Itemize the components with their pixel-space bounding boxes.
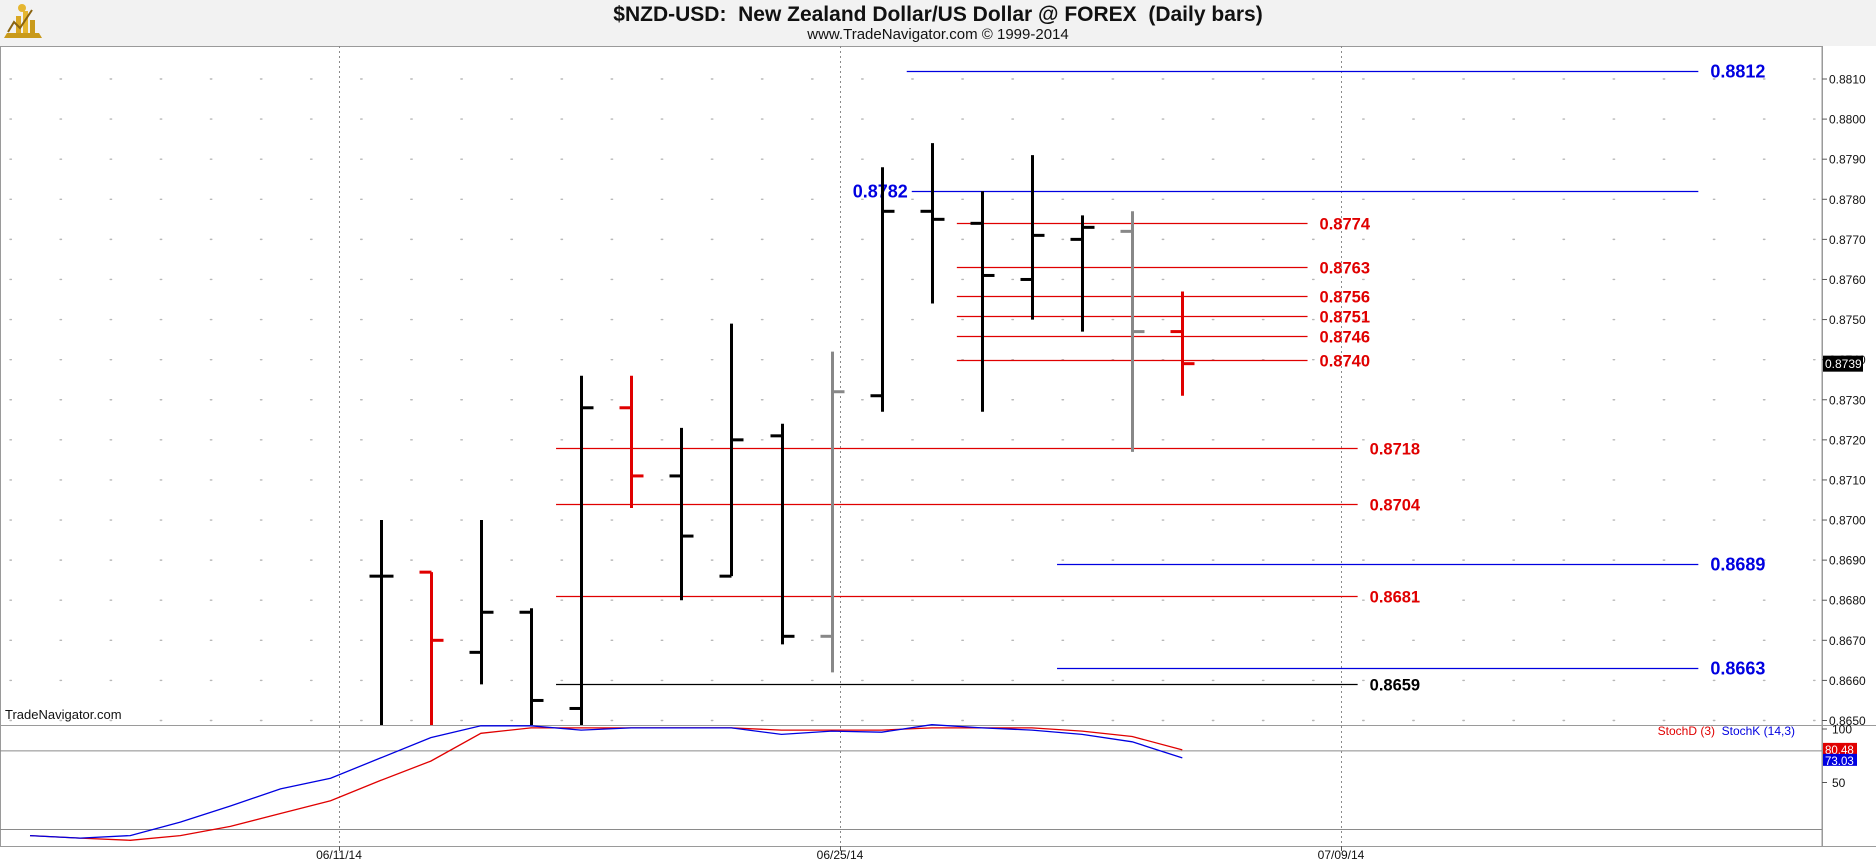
level-label: 0.8740 — [1320, 353, 1370, 371]
plot-frame — [0, 46, 1823, 847]
stoch-series-line — [29, 727, 1183, 841]
y-tick-label: 0.8790 — [1829, 153, 1866, 167]
chart-subtitle: www.TradeNavigator.com © 1999-2014 — [807, 26, 1069, 43]
last-price-box — [1823, 355, 1863, 372]
y-tick-label: 0.8650 — [1829, 714, 1866, 728]
level-label: 0.8689 — [1710, 555, 1765, 575]
stochk-value-box — [1823, 753, 1857, 766]
y-tick-label: 0.8780 — [1829, 193, 1866, 207]
y-tick-label: 0.8670 — [1829, 634, 1866, 648]
y-tick-label: 0.8710 — [1829, 473, 1866, 487]
y-tick-label: 0.8800 — [1829, 113, 1866, 127]
level-label: 0.8763 — [1320, 260, 1370, 278]
level-label: 0.8704 — [1370, 497, 1421, 515]
level-label: 0.8663 — [1710, 659, 1765, 679]
y-tick-label: 0.8810 — [1829, 73, 1866, 87]
level-label: 0.8718 — [1370, 441, 1420, 459]
y-tick-label: 0.8660 — [1829, 674, 1866, 688]
y-tick-label: 0.8730 — [1829, 393, 1866, 407]
y-tick-label: 0.8750 — [1829, 313, 1866, 327]
y-tick-label: 0.8680 — [1829, 594, 1866, 608]
y-tick-label: 0.8770 — [1829, 233, 1866, 247]
stoch-y-tick-label: 50 — [1832, 776, 1846, 790]
level-label: 0.8659 — [1370, 677, 1420, 695]
x-tick-label: 06/25/14 — [817, 848, 864, 862]
watermark: TradeNavigator.com — [5, 707, 122, 722]
x-tick-label: 06/11/14 — [316, 848, 362, 862]
stochd-value-box — [1823, 742, 1857, 756]
trade-navigator-logo-icon — [4, 4, 42, 38]
level-label: 0.8746 — [1320, 329, 1370, 347]
stochk-value-label: 73.03 — [1825, 756, 1854, 768]
y-tick-label: 0.8720 — [1829, 433, 1866, 447]
level-label: 0.8812 — [1710, 62, 1765, 82]
level-label: 0.8756 — [1320, 289, 1370, 307]
stochk-legend: StochK (14,3) — [1722, 724, 1795, 738]
chart-title: $NZD-USD: New Zealand Dollar/US Dollar @… — [613, 3, 1263, 26]
level-label: 0.8782 — [853, 182, 908, 202]
level-label: 0.8774 — [1320, 216, 1371, 234]
level-label: 0.8681 — [1370, 589, 1420, 607]
y-tick-label: 0.8700 — [1829, 514, 1866, 528]
stoch-y-tick-label: 100 — [1832, 723, 1852, 737]
y-tick-label: 0.8690 — [1829, 554, 1866, 568]
stochd-legend: StochD (3) — [1658, 724, 1715, 738]
last-price-label: 0.8739 — [1825, 357, 1862, 371]
chart-header: $NZD-USD: New Zealand Dollar/US Dollar @… — [0, 0, 1876, 46]
x-tick-label: 07/09/14 — [1318, 848, 1365, 862]
y-tick-label: 0.8760 — [1829, 273, 1866, 287]
level-label: 0.8751 — [1320, 309, 1370, 327]
stoch-series-line — [29, 724, 1183, 839]
